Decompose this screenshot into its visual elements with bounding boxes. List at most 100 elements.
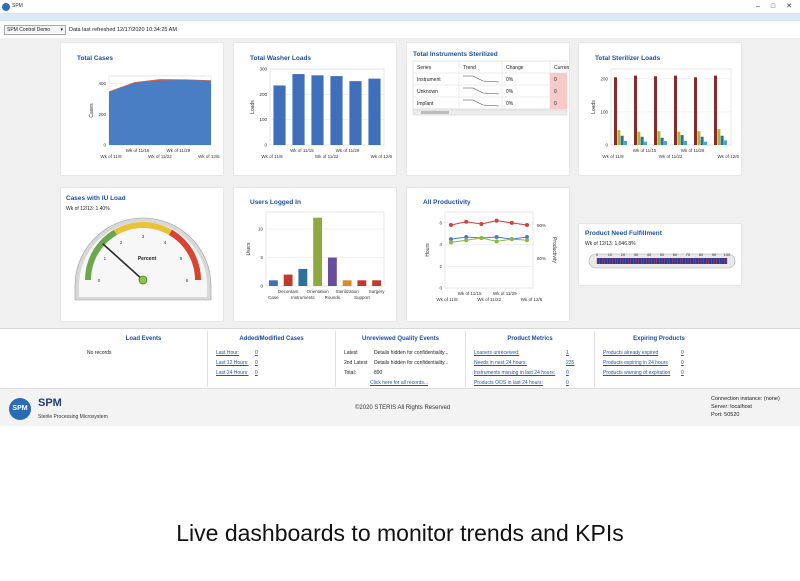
x-tick-label: Instruments — [291, 295, 315, 300]
table-cell: 0% — [506, 77, 514, 83]
expiring-24-link[interactable]: Products expiring in 24 hours — [603, 360, 668, 366]
productivity-point — [525, 234, 529, 239]
card-title: Total Washer Loads — [250, 55, 312, 62]
expiring-24-value[interactable]: 0 — [681, 360, 684, 366]
gauge-tick-label: 5 — [180, 256, 183, 261]
last-hour-link[interactable]: Last Hour: — [216, 350, 240, 356]
plot-area — [269, 68, 385, 146]
warning-value[interactable]: 0 — [681, 370, 684, 376]
productivity-point — [509, 220, 514, 225]
card-product-need[interactable]: Product Need Fulfillment Wk of 12/13: 1,… — [578, 223, 742, 286]
loaners-value[interactable]: 1 — [566, 350, 569, 356]
card-washer-loads[interactable]: Total Washer Loads 0 100 200 300 Loads Wk of … — [233, 42, 397, 176]
brand-name: SPM — [38, 397, 62, 409]
gauge-tick-label: 1 — [104, 256, 107, 261]
current-cell-highlight — [550, 73, 567, 85]
table-header: Series — [417, 65, 432, 71]
missing-value[interactable]: 0 — [566, 370, 569, 376]
x-tick-label: Wk of 11/8 — [436, 297, 458, 302]
x-tick-label: Wk of 12/6 — [717, 154, 739, 159]
needs-link[interactable]: Needs in next 24 hours: — [474, 360, 527, 366]
table-cell: Implant — [417, 101, 434, 107]
y-tick-label: 0 — [439, 286, 442, 291]
y-tick-label: 0 — [103, 143, 106, 148]
brand-subtitle: Sterile Processing Microsystem — [38, 414, 108, 420]
window-title: SPM — [12, 3, 23, 9]
productivity-point — [525, 223, 529, 228]
last-hour-value[interactable]: 0 — [255, 350, 258, 356]
x-tick-label: Wk of 11/29 — [167, 148, 191, 153]
productivity-point — [494, 218, 499, 223]
card-total-cases[interactable]: Total Cases 0 200 400 Cases Wk of 11/15 Wk of… — [60, 42, 224, 176]
sterilizer-bar — [717, 129, 721, 145]
gauge-tick-label: 3 — [142, 234, 145, 239]
card-subtitle: Wk of 12/13: 1.40% — [66, 206, 110, 212]
sterilizer-bar — [694, 77, 697, 145]
bullet-tick-label: 90 — [712, 252, 717, 257]
plot-area — [444, 211, 534, 289]
warning-link[interactable]: Products warning of expiration — [603, 370, 671, 376]
card-sterilizer-loads[interactable]: Total Sterilizer Loads 0 100 200 Loads Wk of… — [578, 42, 742, 176]
need-fulfillment-bar: 0 10 20 30 40 50 60 70 80 90 100 — [588, 252, 736, 269]
sterilizer-bar — [724, 140, 727, 145]
dashboard-select[interactable]: SPM Control Demo ▾ — [4, 25, 66, 35]
oos-link[interactable]: Products OOS in last 24 hours: — [474, 380, 543, 386]
last-12-hours-link[interactable]: Last 12 Hours: — [216, 360, 249, 366]
washer-bar — [330, 76, 343, 145]
sterilizer-bar — [660, 137, 664, 145]
all-records-link[interactable]: Click here for all records... — [370, 380, 429, 386]
sterilizer-bar — [614, 77, 617, 145]
productivity-line — [450, 220, 528, 226]
card-title: All Productivity — [423, 199, 471, 206]
y-tick-label: 200 — [600, 76, 608, 81]
last-24-hours-link[interactable]: Last 24 Hours: — [216, 370, 249, 376]
card-title: Cases with IU Load — [66, 195, 126, 202]
table-header: Change — [506, 65, 524, 71]
plot-area — [610, 68, 732, 146]
card-instruments-sterilized[interactable]: Total Instruments Sterilized Series Trend… — [406, 42, 570, 176]
panel-title: Load Events — [125, 336, 162, 342]
window-titlebar: SPM – □ ✕ — [0, 0, 800, 14]
x-tick-label: Wk of 12/6 — [198, 154, 220, 159]
bullet-tick-label: 50 — [660, 252, 665, 257]
missing-link[interactable]: Instruments missing in last 24 hours: — [474, 370, 556, 376]
x-tick-label: Wk of 11/8 — [100, 154, 122, 159]
y-tick-label: 200 — [98, 112, 106, 117]
expired-value[interactable]: 0 — [681, 350, 684, 356]
sterilizer-bar — [684, 141, 687, 145]
card-iu-load[interactable]: Cases with IU Load Wk of 12/13: 1.40% 0 1… — [60, 187, 224, 322]
table-header: Curren — [554, 65, 570, 71]
plot-area — [265, 211, 385, 287]
sterilizer-bar — [697, 131, 701, 145]
productivity-point — [464, 234, 469, 239]
minimize-icon[interactable]: – — [756, 3, 760, 10]
x-tick-label: Wk of 11/15 — [633, 148, 657, 153]
expired-link[interactable]: Products already expired — [603, 350, 659, 356]
last-12-hours-value[interactable]: 0 — [255, 360, 258, 366]
y2-axis-label: Productivity — [551, 237, 557, 263]
bullet-tick-label: 20 — [621, 252, 626, 257]
loaners-link[interactable]: Loaners unreceived: — [474, 350, 520, 356]
card-users-logged-in[interactable]: Users Logged In 0 5 10 Users Decontam Orienta… — [233, 187, 397, 322]
card-title: Product Need Fulfillment — [585, 230, 662, 237]
maximize-icon[interactable]: □ — [770, 3, 776, 10]
sterilizer-bar — [640, 136, 644, 145]
needs-value[interactable]: 235 — [566, 360, 575, 366]
y2-tick-label: 60% — [537, 256, 546, 261]
card-title: Total Cases — [77, 55, 114, 62]
iu-load-gauge: 0 1 2 3 4 5 6 Percent — [74, 217, 212, 301]
y-tick-label: 6 — [439, 220, 442, 225]
app-logo-icon — [2, 3, 10, 11]
x-tick-label: Wk of 11/8 — [261, 154, 283, 159]
sterilizer-bar — [644, 141, 647, 145]
footer: SPM SPM Sterile Processing Microsystem ©… — [0, 388, 800, 426]
close-icon[interactable]: ✕ — [786, 3, 792, 10]
users-bar — [268, 280, 278, 286]
oos-value[interactable]: 0 — [566, 380, 569, 386]
ribbon-strip — [0, 14, 800, 21]
users-bar — [372, 280, 382, 286]
card-productivity[interactable]: All Productivity 0 2 4 6 Hours Wk of 11/15 Wk … — [406, 187, 570, 322]
last-24-hours-value[interactable]: 0 — [255, 370, 258, 376]
